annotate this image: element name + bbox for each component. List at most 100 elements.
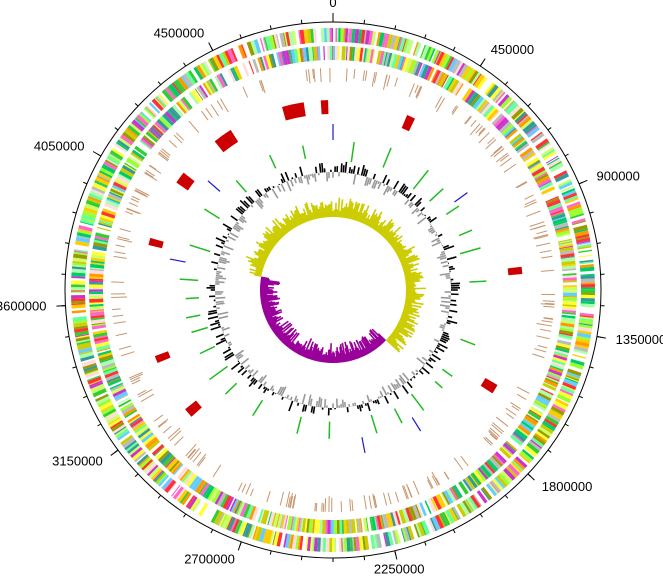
forward-strand-gene — [343, 537, 348, 552]
rna-feature-mark — [129, 371, 143, 379]
reverse-strand-gene — [191, 477, 203, 492]
gc-skew-bar — [320, 354, 324, 363]
gc-skew-bar — [393, 329, 400, 334]
reverse-strand-gene — [89, 302, 104, 305]
reverse-strand-gene — [175, 101, 187, 114]
reverse-strand-gene — [559, 249, 575, 256]
reverse-strand-gene — [555, 345, 570, 351]
forward-strand-gene — [562, 190, 577, 198]
rna-feature-mark — [162, 425, 172, 434]
reverse-strand-gene — [316, 46, 319, 61]
reverse-strand-gene — [371, 516, 377, 531]
rna-feature-mark — [544, 302, 555, 305]
reverse-strand-gene — [99, 357, 114, 364]
forward-strand-gene — [143, 108, 155, 119]
rna-feature-mark — [111, 296, 128, 298]
gc-content-bar — [437, 342, 448, 350]
forward-strand-gene — [95, 177, 110, 186]
forward-strand-gene — [91, 385, 106, 394]
reverse-strand-gene — [229, 498, 237, 512]
reverse-strand-gene — [139, 430, 153, 441]
gc-content-bar — [240, 365, 244, 368]
reverse-strand-gene — [559, 246, 574, 252]
reverse-strand-gene — [435, 71, 443, 85]
reverse-strand-gene — [90, 318, 106, 325]
gc-content-bar — [415, 372, 418, 375]
gc-skew-bar — [366, 208, 377, 226]
forward-strand-gene — [352, 537, 355, 552]
reverse-strand-gene — [329, 46, 333, 61]
forward-strand-gene — [579, 315, 594, 318]
reverse-strand-gene — [134, 145, 148, 157]
rna-feature-mark — [412, 480, 420, 495]
gc-content-bar — [238, 218, 245, 224]
reverse-strand-gene — [426, 67, 435, 81]
gc-skew-bar — [404, 273, 421, 279]
scale-ticks-layer — [56, 13, 606, 562]
gc-skew-bar — [305, 202, 313, 221]
green-feature-mark — [235, 179, 248, 193]
forward-strand-gene — [73, 322, 88, 326]
rna-feature-mark — [134, 190, 149, 198]
gc-skew-bar — [401, 257, 420, 266]
gc-skew-bar — [255, 271, 263, 275]
forward-strand-gene — [546, 413, 561, 423]
forward-strand-gene — [134, 451, 147, 463]
forward-strand-gene — [100, 404, 114, 412]
gc-skew-bar — [249, 268, 263, 274]
gc-skew-bar — [312, 344, 319, 361]
rna-feature-mark — [115, 332, 128, 337]
reverse-strand-gene — [153, 446, 165, 457]
rna-feature-mark — [285, 491, 291, 508]
reverse-strand-gene — [562, 297, 577, 302]
gc-skew-bar — [263, 308, 277, 315]
minor-scale-tick — [210, 529, 214, 534]
forward-strand-gene — [76, 338, 91, 344]
gc-content-bar — [248, 378, 257, 388]
gc-content-bar — [262, 387, 268, 394]
gc-content-bar — [239, 199, 249, 209]
forward-strand-gene — [424, 46, 432, 61]
reverse-strand-gene — [111, 184, 126, 193]
gc-skew-bar — [319, 202, 324, 218]
gc-skew-bar — [350, 342, 358, 360]
reverse-strand-gene — [91, 251, 106, 257]
gc-content-bar — [440, 252, 446, 256]
gc-skew-bar — [368, 213, 378, 228]
reverse-strand-gene — [559, 325, 575, 330]
forward-strand-gene — [295, 535, 300, 550]
forward-strand-gene — [168, 84, 180, 98]
gc-content-bar — [440, 337, 449, 342]
reverse-strand-gene — [317, 46, 321, 61]
gc-content-bar — [442, 244, 450, 249]
gc-skew-bar — [401, 314, 411, 319]
gc-skew-bar — [400, 315, 415, 322]
gc-skew-bar — [324, 352, 328, 363]
forward-strand-gene — [387, 531, 394, 546]
minor-scale-tick — [504, 81, 509, 86]
forward-strand-gene — [71, 266, 87, 270]
gc-skew-bar — [260, 295, 278, 299]
gc-skew-bar — [274, 225, 285, 237]
gc-content-bar — [293, 395, 298, 402]
forward-strand-gene — [71, 268, 86, 274]
forward-strand-gene — [404, 39, 412, 54]
forward-strand-gene — [247, 524, 253, 538]
gc-skew-bar — [292, 217, 299, 227]
gc-content-bar — [352, 403, 355, 407]
forward-strand-gene — [372, 534, 377, 549]
reverse-strand-gene — [89, 310, 104, 313]
forward-strand-gene — [431, 49, 440, 64]
reverse-strand-gene — [293, 517, 298, 532]
gc-skew-bar — [401, 263, 410, 267]
forward-strand-gene — [434, 514, 445, 529]
minor-scale-tick — [72, 211, 77, 214]
forward-strand-gene — [279, 32, 286, 48]
gc-skew-bar — [265, 230, 279, 243]
gc-content-bar — [364, 176, 369, 186]
forward-strand-gene — [198, 502, 209, 517]
gc-content-bar — [266, 187, 270, 192]
reverse-strand-gene — [431, 497, 439, 511]
reverse-strand-gene — [475, 468, 487, 482]
gc-content-bar — [382, 185, 390, 196]
